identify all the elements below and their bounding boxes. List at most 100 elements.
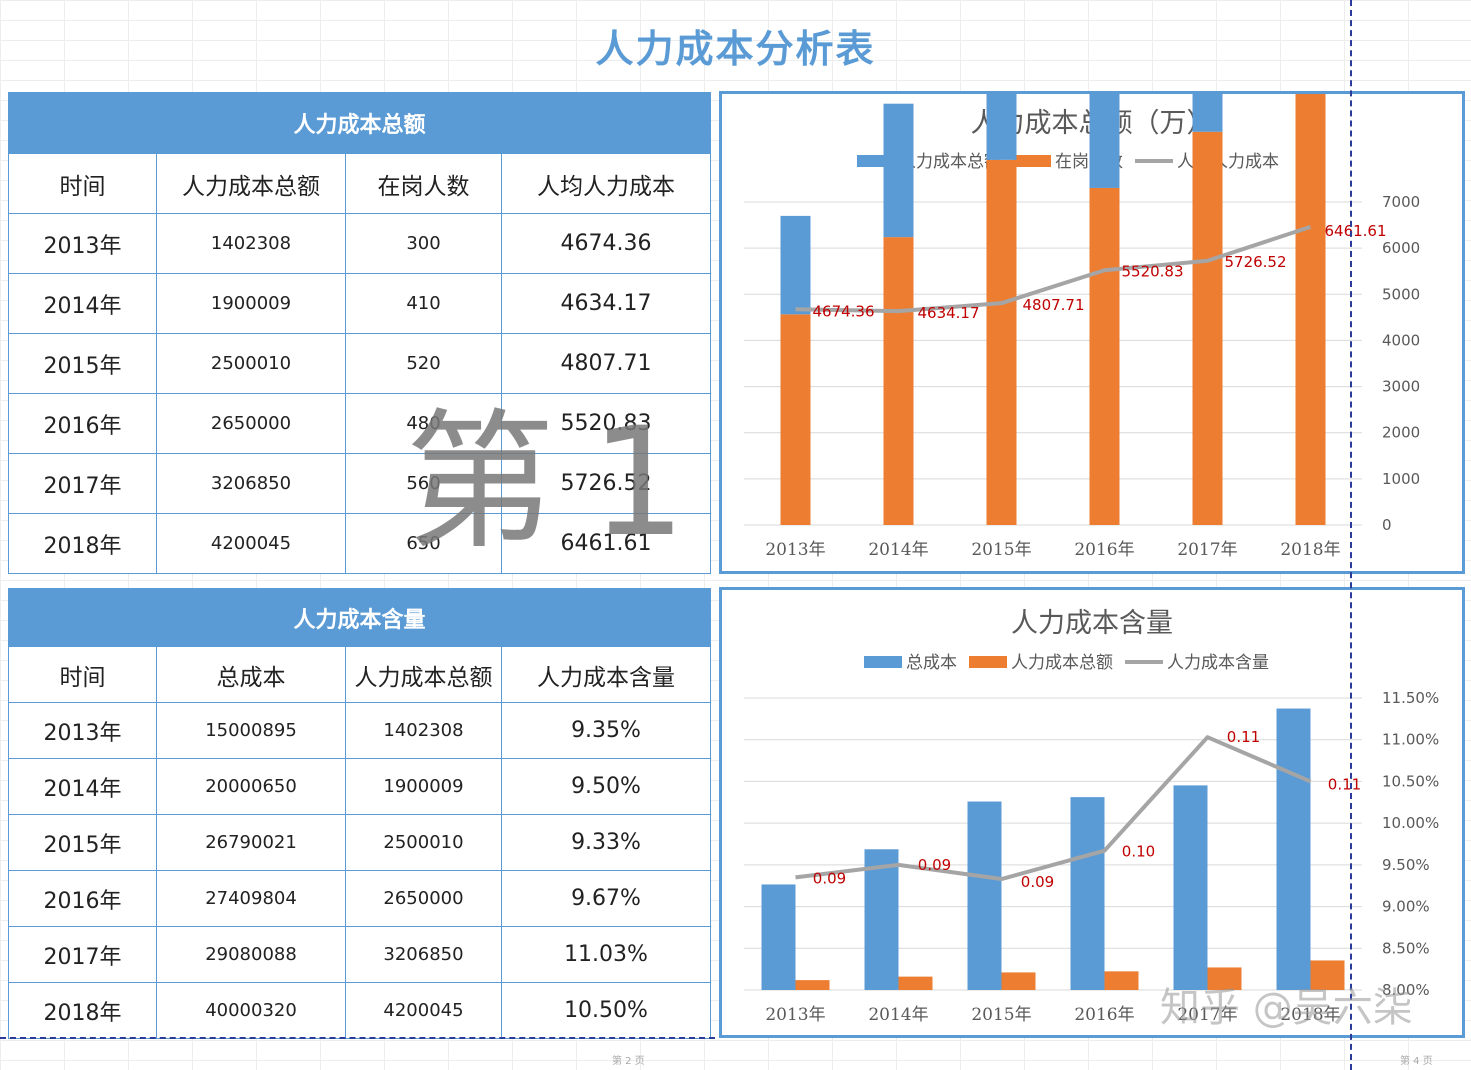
- series-line: [795, 735, 1312, 882]
- y-tick-label: 6000: [1382, 239, 1420, 257]
- page-number-label: 第 4 页: [1400, 1056, 1433, 1067]
- table-row: 2015年 26790021 2500010 9.33%: [8, 814, 712, 871]
- x-tick-label: 2014年: [868, 540, 928, 560]
- data-label: 4807.71: [1022, 296, 1084, 314]
- table-cell: 2016年: [8, 870, 157, 927]
- y-tick-label: 2000: [1382, 424, 1420, 442]
- x-tick-label: 2015年: [971, 540, 1031, 560]
- chart1-svg: 人力成本总额（万）人力成本总额在岗人数人均人力成本010002000300040…: [744, 94, 1420, 560]
- bar: [1104, 971, 1139, 990]
- table-row: 2017年 3206850 560 5726.52: [8, 453, 712, 514]
- column-header: 总成本: [156, 646, 346, 703]
- bar: [1207, 967, 1242, 990]
- legend-label: 人均人力成本: [1177, 152, 1279, 172]
- table-cell: 300: [345, 213, 502, 274]
- table-cell: 9.67%: [500, 870, 712, 927]
- legend-swatch: [969, 656, 1007, 668]
- table-cell: 9.50%: [500, 758, 712, 815]
- x-tick-label: 2017年: [1177, 1005, 1237, 1025]
- bar: [795, 980, 830, 990]
- table-cell: 9.33%: [500, 814, 712, 871]
- data-label: 5520.83: [1121, 262, 1183, 280]
- labor-cost-ratio-table: 人力成本含量 时间 总成本 人力成本总额 人力成本含量 2013年 1500089…: [7, 588, 712, 1039]
- legend-label: 人力成本总额: [899, 152, 1001, 172]
- y-tick-label: 4000: [1382, 331, 1420, 349]
- table-cell: 5726.52: [500, 453, 712, 514]
- table-cell: 1900009: [345, 758, 502, 815]
- column-header: 人均人力成本: [500, 153, 712, 214]
- y-tick-label: 9.00%: [1382, 898, 1430, 916]
- table-row: 2013年 15000895 1402308 9.35%: [8, 702, 712, 759]
- table-cell: 10.50%: [500, 982, 712, 1039]
- y-tick-label: 1000: [1382, 470, 1420, 488]
- data-label: 0.11: [1328, 775, 1361, 793]
- bar: [1089, 94, 1120, 188]
- table-cell: 2016年: [8, 393, 157, 454]
- x-tick-label: 2015年: [971, 1005, 1031, 1025]
- x-tick-label: 2013年: [765, 1005, 825, 1025]
- table-row: 2018年 4200045 650 6461.61: [8, 513, 712, 574]
- data-label: 0.09: [813, 869, 846, 887]
- table-cell: 410: [345, 273, 502, 334]
- x-tick-label: 2013年: [765, 540, 825, 560]
- table-cell: 480: [345, 393, 502, 454]
- y-tick-label: 10.50%: [1382, 772, 1439, 790]
- table-cell: 27409804: [156, 870, 346, 927]
- y-tick-label: 10.00%: [1382, 814, 1439, 832]
- table-cell: 2017年: [8, 926, 157, 983]
- bar: [883, 237, 914, 525]
- table-cell: 4634.17: [500, 273, 712, 334]
- table-cell: 4200045: [345, 982, 502, 1039]
- chart-labor-cost-ratio[interactable]: 人力成本含量 总成本 人力成本总额 人力成本含量 8.00% 8.50% 9.00% 9.50…: [719, 587, 1465, 1038]
- table-cell: 520: [345, 333, 502, 394]
- table-cell: 2500010: [156, 333, 346, 394]
- x-tick-label: 2016年: [1074, 540, 1134, 560]
- brand-watermark: 知乎 @吴六柒: [1160, 985, 1413, 1031]
- legend-swatch: [864, 656, 902, 668]
- bar: [986, 159, 1017, 525]
- bar: [883, 103, 914, 238]
- legend-label: 人力成本总额: [1011, 653, 1113, 673]
- column-header: 人力成本总额: [345, 646, 502, 703]
- data-label: 0.09: [1021, 873, 1054, 891]
- data-label: 4674.36: [812, 302, 874, 320]
- bar: [1295, 94, 1326, 525]
- table-cell: 11.03%: [500, 926, 712, 983]
- page-break-horizontal: [0, 1037, 715, 1039]
- bar: [780, 215, 811, 315]
- page-title: 人力成本分析表: [595, 27, 876, 71]
- table-cell: 4807.71: [500, 333, 712, 394]
- table-cell: 3206850: [156, 453, 346, 514]
- table-cell: 9.35%: [500, 702, 712, 759]
- table-cell: 5520.83: [500, 393, 712, 454]
- table-row: 2016年 27409804 2650000 9.67%: [8, 870, 712, 927]
- y-tick-label: 8.50%: [1382, 939, 1430, 957]
- table-title: 人力成本总额: [7, 92, 712, 154]
- bar: [864, 849, 899, 990]
- data-label: 0.09: [918, 856, 951, 874]
- table-cell: 1402308: [156, 213, 346, 274]
- data-label: 4634.17: [917, 304, 979, 322]
- table-cell: 40000320: [156, 982, 346, 1039]
- bar: [1173, 785, 1208, 990]
- x-tick-label: 2018年: [1280, 1005, 1340, 1025]
- chart-labor-cost-total[interactable]: 人力成本总额（万）人力成本总额在岗人数人均人力成本010002000300040…: [719, 91, 1465, 574]
- table-row: 2014年 20000650 1900009 9.50%: [8, 758, 712, 815]
- page-number-label: 第 2 页: [612, 1056, 645, 1067]
- bar: [780, 314, 811, 525]
- table-cell: 6461.61: [500, 513, 712, 574]
- table-cell: 29080088: [156, 926, 346, 983]
- table-cell: 20000650: [156, 758, 346, 815]
- table-cell: 2017年: [8, 453, 157, 514]
- table-cell: 26790021: [156, 814, 346, 871]
- column-header: 人力成本含量: [500, 646, 712, 703]
- page-watermark: 第 1: [405, 396, 686, 570]
- column-header: 在岗人数: [345, 153, 502, 214]
- table-cell: 2014年: [8, 758, 157, 815]
- series-line: [795, 224, 1312, 314]
- bar: [1276, 708, 1311, 990]
- y-tick-label: 11.00%: [1382, 731, 1439, 749]
- bar: [1089, 187, 1120, 525]
- legend-label: 人力成本含量: [1167, 653, 1269, 673]
